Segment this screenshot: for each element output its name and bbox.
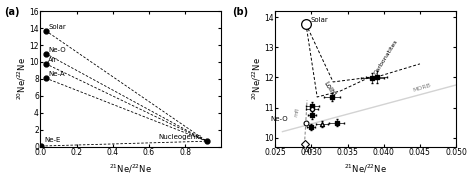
Text: Ne-O: Ne-O xyxy=(271,116,289,122)
Text: Ne-A: Ne-A xyxy=(48,71,65,77)
Text: Ne-O: Ne-O xyxy=(48,47,66,53)
Text: Solar: Solar xyxy=(310,17,328,23)
Y-axis label: $^{20}$Ne/$^{22}$Ne: $^{20}$Ne/$^{22}$Ne xyxy=(250,58,263,100)
Text: (b): (b) xyxy=(232,7,248,17)
X-axis label: $^{21}$Ne/$^{22}$Ne: $^{21}$Ne/$^{22}$Ne xyxy=(109,163,152,175)
Text: Carbonatites: Carbonatites xyxy=(374,39,399,76)
Text: mfl: mfl xyxy=(294,107,301,117)
Text: Ne-E: Ne-E xyxy=(44,137,60,143)
Y-axis label: $^{20}$Ne/$^{22}$Ne: $^{20}$Ne/$^{22}$Ne xyxy=(16,58,28,100)
Text: (a): (a) xyxy=(4,7,19,17)
Text: Nucleogenic: Nucleogenic xyxy=(158,134,201,140)
Text: Air: Air xyxy=(304,148,313,154)
X-axis label: $^{21}$Ne/$^{22}$Ne: $^{21}$Ne/$^{22}$Ne xyxy=(344,163,387,175)
Text: Air: Air xyxy=(48,57,58,63)
Text: MORB: MORB xyxy=(413,83,432,93)
Text: Loihi: Loihi xyxy=(323,81,337,98)
Text: Solar: Solar xyxy=(48,24,66,30)
